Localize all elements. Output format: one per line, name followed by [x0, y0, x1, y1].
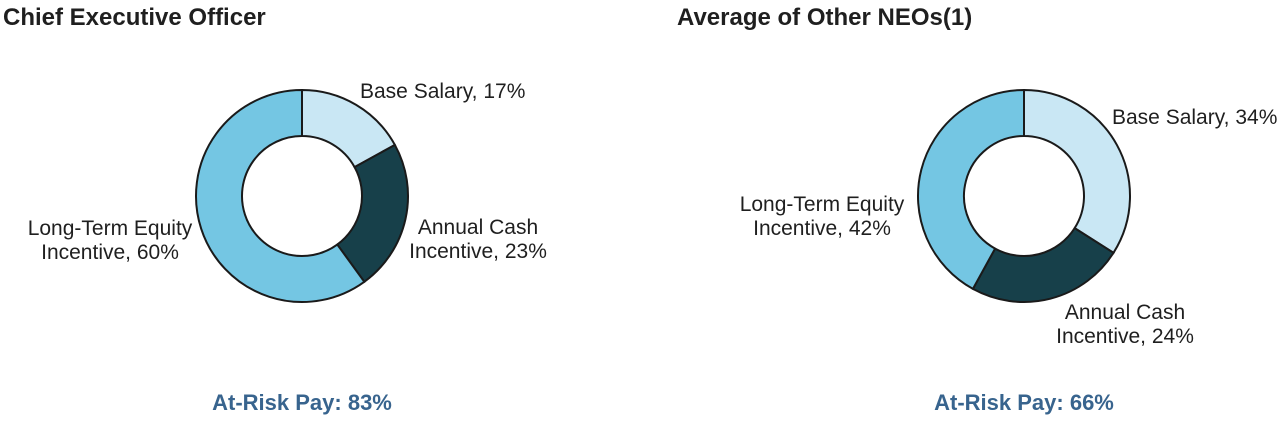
donut-segment-long-term-equity-incentive	[195, 88, 366, 303]
neo-base-salary-label: Base Salary, 34%	[1112, 106, 1278, 129]
donut-segment-base-salary	[1023, 88, 1131, 255]
ceo-annual-cash-incentive-label: Annual Cash Incentive, 23%	[409, 216, 547, 263]
ceo-donut-chart	[195, 88, 409, 303]
neo-annual-cash-incentive-label: Annual Cash Incentive, 24%	[1056, 301, 1194, 348]
ceo-chart-title: Chief Executive Officer	[3, 4, 266, 31]
other-neos-donut-chart	[917, 88, 1131, 303]
donut-segment-annual-cash-incentive	[971, 226, 1115, 303]
neo-at-risk-pay-annotation: At-Risk Pay: 66%	[934, 390, 1114, 415]
donut-segment-long-term-equity-incentive	[917, 88, 1025, 291]
neo-long-term-equity-incentive-label: Long-Term Equity Incentive, 42%	[739, 193, 905, 240]
other-neos-chart-title: Average of Other NEOs(1)	[677, 4, 973, 31]
ceo-long-term-equity-incentive-label: Long-Term Equity Incentive, 60%	[27, 217, 193, 264]
ceo-at-risk-pay-annotation: At-Risk Pay: 83%	[212, 390, 392, 415]
ceo-base-salary-label: Base Salary, 17%	[360, 80, 526, 103]
